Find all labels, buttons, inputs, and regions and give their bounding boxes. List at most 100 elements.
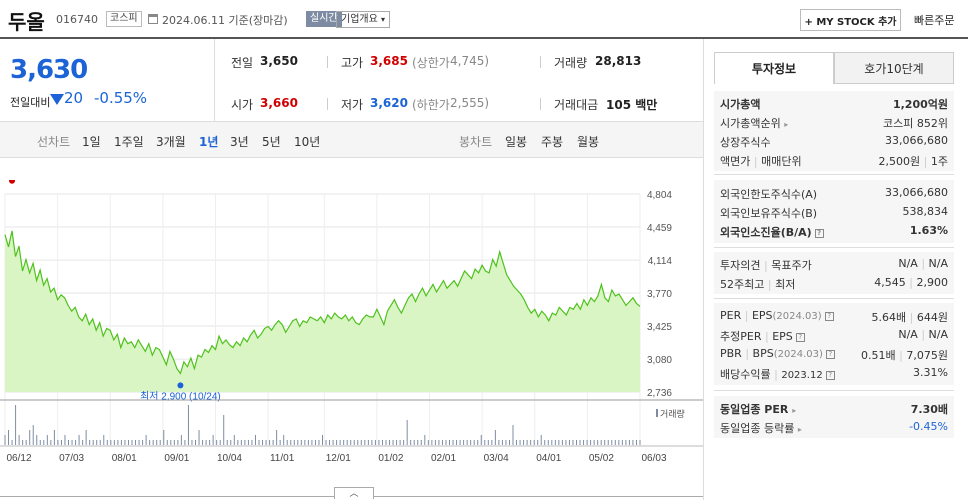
date-text: 2024.06.11 기준(장마감) [162, 12, 288, 28]
corp-info-button[interactable]: 기업개요 ▾ [336, 11, 391, 28]
tab-1w[interactable]: 1주일 [114, 135, 144, 149]
low-label: 저가 [341, 98, 364, 112]
x-tick-label: 03/04 [484, 453, 509, 464]
par-value: 2,500원 [878, 155, 921, 168]
tab-candle-chart[interactable]: 봉차트 [459, 135, 493, 149]
x-tick-label: 06/03 [641, 453, 666, 464]
par-lot-label: 액면가 | 매매단위 [720, 155, 802, 168]
diff-percent: -0.55% [94, 89, 148, 107]
market-cap-rank-text: 시가총액순위 [720, 117, 781, 130]
foreign-hold-label: 외국인보유주식수(B) [720, 207, 818, 220]
chevron-right-icon: ▸ [797, 425, 802, 434]
current-price: 3,630 [10, 55, 88, 85]
per-value: 5.64배 [871, 311, 907, 324]
y-tick-label: 2,736 [647, 388, 672, 399]
per-date: (2024.03) [772, 311, 822, 322]
pbr-label: PBR [720, 347, 742, 360]
side-divider-line [714, 174, 954, 175]
tab-quote-10[interactable]: 호가10단계 [834, 52, 954, 84]
help-icon[interactable]: ? [795, 332, 805, 342]
tab-5y[interactable]: 5년 [262, 135, 281, 149]
tab-weekly[interactable]: 주봉 [541, 135, 564, 149]
separator [327, 56, 328, 68]
tab-daily[interactable]: 일봉 [505, 135, 528, 149]
realtime-badge[interactable]: 실시간 [306, 11, 342, 27]
separator [540, 98, 541, 110]
w52-low-label: 최저 [775, 278, 796, 291]
upper-limit-label: (상한가 [412, 56, 450, 70]
sector-rate-text: 동일업종 등락률 [720, 422, 795, 435]
y-tick-label: 4,114 [648, 256, 673, 267]
side-section-bg [714, 396, 954, 438]
tab-1y[interactable]: 1년 [199, 135, 219, 149]
per-eps-value: 5.64배 | 644원 [871, 311, 948, 324]
chart-tab-bar [0, 122, 703, 158]
sector-per-label[interactable]: 동일업종 PER ▸ [720, 401, 796, 417]
dividend-date: 2023.12 [781, 370, 823, 381]
chevron-up-icon: ︿ [349, 489, 359, 499]
stock-code: 016740 [56, 13, 98, 26]
bps-value: 7,075원 [906, 349, 948, 362]
target-label: 목표주가 [771, 259, 812, 272]
market-cap-rank-value: 코스피 852위 [883, 117, 948, 130]
x-tick-label: 01/02 [378, 453, 403, 464]
separator [540, 56, 541, 68]
lower-limit-label: (하한가 [412, 98, 450, 112]
volume-value: 28,813 [595, 54, 642, 68]
w52-high-label: 52주최고 [720, 278, 765, 291]
sector-per-text: 동일업종 PER [720, 403, 789, 416]
w52-low-value: 2,900 [916, 276, 949, 289]
volume-label: 거래량 [554, 56, 588, 70]
y-tick-label: 4,459 [647, 223, 672, 234]
sector-rate-value: -0.45% [909, 420, 948, 433]
low-marker [177, 382, 184, 389]
eps-value: 644원 [916, 311, 948, 324]
upper-limit-value: 4,745) [450, 54, 490, 68]
side-section-bg [714, 91, 954, 171]
volume-legend-swatch [656, 409, 658, 417]
help-icon[interactable]: ? [825, 349, 835, 359]
diff-label: 전일대비 [10, 96, 51, 109]
dividend-label-text: 배당수익률 [720, 368, 771, 381]
lower-limit-value: 2,555) [450, 96, 490, 110]
w52-value: 4,545 | 2,900 [874, 276, 949, 289]
down-triangle-icon [50, 94, 64, 105]
tab-10y[interactable]: 10년 [294, 135, 321, 149]
sector-rate-label[interactable]: 동일업종 등락률 ▸ [720, 420, 802, 436]
high-marker [9, 180, 16, 184]
tab-1d[interactable]: 1일 [82, 135, 101, 149]
est-per-value: N/A [898, 328, 918, 341]
foreign-rate-value: 1.63% [909, 224, 948, 237]
tab-3y[interactable]: 3년 [230, 135, 249, 149]
tab-3m[interactable]: 3개월 [156, 135, 186, 149]
stock-name: 두올 [8, 10, 45, 34]
open-label: 시가 [231, 98, 254, 112]
market-cap-rank-label[interactable]: 시가총액순위 ▸ [720, 115, 788, 131]
help-icon[interactable]: ? [814, 228, 824, 238]
collapse-button[interactable]: ︿ [334, 487, 374, 499]
tab-line-chart[interactable]: 선차트 [37, 135, 71, 149]
side-section-bg [714, 252, 954, 294]
diff-value: 20 [64, 89, 84, 107]
amount-value: 105 백만 [606, 96, 657, 113]
x-tick-label: 10/04 [217, 453, 242, 464]
amount-number: 105 [606, 98, 632, 112]
x-tick-label: 05/02 [589, 453, 614, 464]
quick-order-link[interactable]: 빠른주문 [914, 14, 955, 27]
help-icon[interactable]: ? [825, 370, 835, 380]
help-icon[interactable]: ? [824, 311, 834, 321]
tab-invest-info[interactable]: 투자정보 [714, 52, 834, 84]
sector-per-value: 7.30배 [910, 403, 948, 416]
est-per-eps-value: N/A | N/A [898, 328, 948, 341]
est-eps-label: EPS [772, 330, 793, 343]
tab-monthly[interactable]: 월봉 [577, 135, 600, 149]
bps-label: BPS [752, 347, 774, 360]
foreign-rate-label: 외국인소진율(B/A)? [720, 224, 824, 240]
pbr-bps-value: 0.51배 | 7,075원 [861, 349, 948, 362]
low-annotation: 최저 2,900 (10/24) [140, 390, 221, 402]
my-stock-button[interactable]: + MY STOCK 추가 [800, 9, 901, 31]
side-divider-line [714, 247, 954, 248]
corp-info-label: 기업개요 [341, 14, 378, 25]
x-tick-label: 07/03 [59, 453, 84, 464]
amount-label: 거래대금 [554, 98, 599, 112]
